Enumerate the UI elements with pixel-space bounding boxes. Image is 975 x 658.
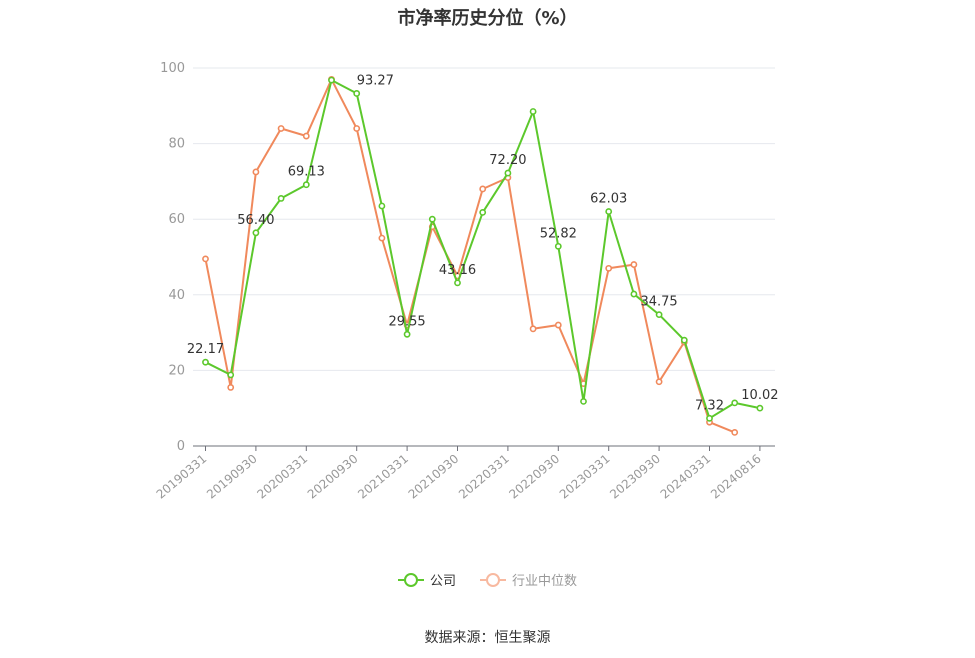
y-tick-label: 60 <box>168 212 185 227</box>
data-point-company <box>479 208 487 216</box>
data-point-company <box>680 336 688 344</box>
data-label: 62.03 <box>590 192 627 207</box>
data-point-industry <box>302 132 310 140</box>
data-point-company <box>504 169 512 177</box>
x-tick-label: 20190331 <box>154 452 210 502</box>
data-point-company <box>731 399 739 407</box>
data-label: 29.55 <box>388 314 425 329</box>
legend-item-industry[interactable]: 行业中位数 <box>480 570 577 589</box>
data-point-industry <box>605 264 613 272</box>
data-label: 69.13 <box>288 165 325 180</box>
legend-swatch-industry <box>480 572 506 587</box>
data-label: 93.27 <box>357 73 394 88</box>
x-tick-label: 20230331 <box>557 452 613 502</box>
data-point-industry <box>630 261 638 268</box>
x-tick-label: 20240331 <box>658 452 714 502</box>
data-point-company <box>227 371 235 379</box>
x-tick-label: 20200930 <box>305 452 361 502</box>
data-label: 56.40 <box>237 213 274 228</box>
y-tick-label: 0 <box>177 439 185 454</box>
x-tick-label: 20200331 <box>254 452 310 502</box>
legend-item-company[interactable]: 公司 <box>397 570 456 589</box>
series-layer <box>202 75 764 436</box>
data-point-industry <box>554 321 562 329</box>
data-point-industry <box>529 325 537 333</box>
data-label: 43.16 <box>439 263 476 278</box>
data-point-company <box>454 279 461 287</box>
x-tick-label: 20240816 <box>708 452 764 502</box>
data-point-company <box>277 195 285 202</box>
data-point-industry <box>252 168 260 176</box>
legend-label-industry: 行业中位数 <box>512 574 578 589</box>
data-point-company <box>403 330 411 338</box>
data-point-industry <box>353 125 361 132</box>
x-tick-label: 20210930 <box>406 452 462 502</box>
grid-layer <box>193 67 775 371</box>
data-point-industry <box>479 185 487 193</box>
legend-swatch-company <box>397 572 424 587</box>
label-layer: 22.17 56.40 69.13 93.27 29.55 43.16 72.20 52.82… <box>187 73 779 413</box>
x-tick-label: 20210331 <box>355 452 411 502</box>
data-point-company <box>252 229 260 237</box>
data-label: 10.02 <box>741 388 778 403</box>
source-note: 数据来源：恒生聚源 <box>424 630 551 646</box>
data-point-company <box>706 414 713 422</box>
data-label: 7.32 <box>695 398 724 413</box>
x-tick-label: 20230930 <box>607 452 663 502</box>
data-label: 72.20 <box>489 153 526 168</box>
x-tick-label: 20190930 <box>204 452 260 502</box>
data-label: 22.17 <box>187 342 224 357</box>
data-point-industry <box>731 428 739 436</box>
data-point-industry <box>378 234 386 242</box>
y-tick-label: 100 <box>160 61 185 76</box>
data-point-company <box>328 76 335 84</box>
data-point-company <box>428 215 436 223</box>
data-point-company <box>605 208 613 215</box>
legend-label-company: 公司 <box>429 574 456 589</box>
data-label: 52.82 <box>540 226 577 241</box>
y-tick-label: 20 <box>168 363 185 378</box>
data-point-company <box>655 311 663 319</box>
data-point-company <box>756 404 764 412</box>
data-point-industry <box>655 378 663 386</box>
data-point-industry <box>202 255 209 263</box>
series-line-industry <box>204 78 736 434</box>
data-point-company <box>378 202 386 210</box>
y-tick-label: 80 <box>168 137 185 152</box>
data-point-company <box>353 90 361 97</box>
x-tick-label: 20220930 <box>506 452 562 502</box>
x-tick-label: 20220331 <box>456 452 512 502</box>
data-point-company <box>202 358 209 366</box>
data-point-company <box>580 397 587 405</box>
data-point-industry <box>277 125 285 132</box>
data-point-company <box>302 181 310 189</box>
legend: 公司 行业中位数 <box>0 570 975 589</box>
data-point-industry <box>227 384 235 391</box>
data-point-company <box>529 108 537 115</box>
y-tick-label: 40 <box>168 288 185 303</box>
chart-title: 市净率历史分位（%） <box>397 8 578 29</box>
data-point-company <box>630 290 638 298</box>
data-label: 34.75 <box>640 295 677 310</box>
data-point-company <box>554 242 562 250</box>
